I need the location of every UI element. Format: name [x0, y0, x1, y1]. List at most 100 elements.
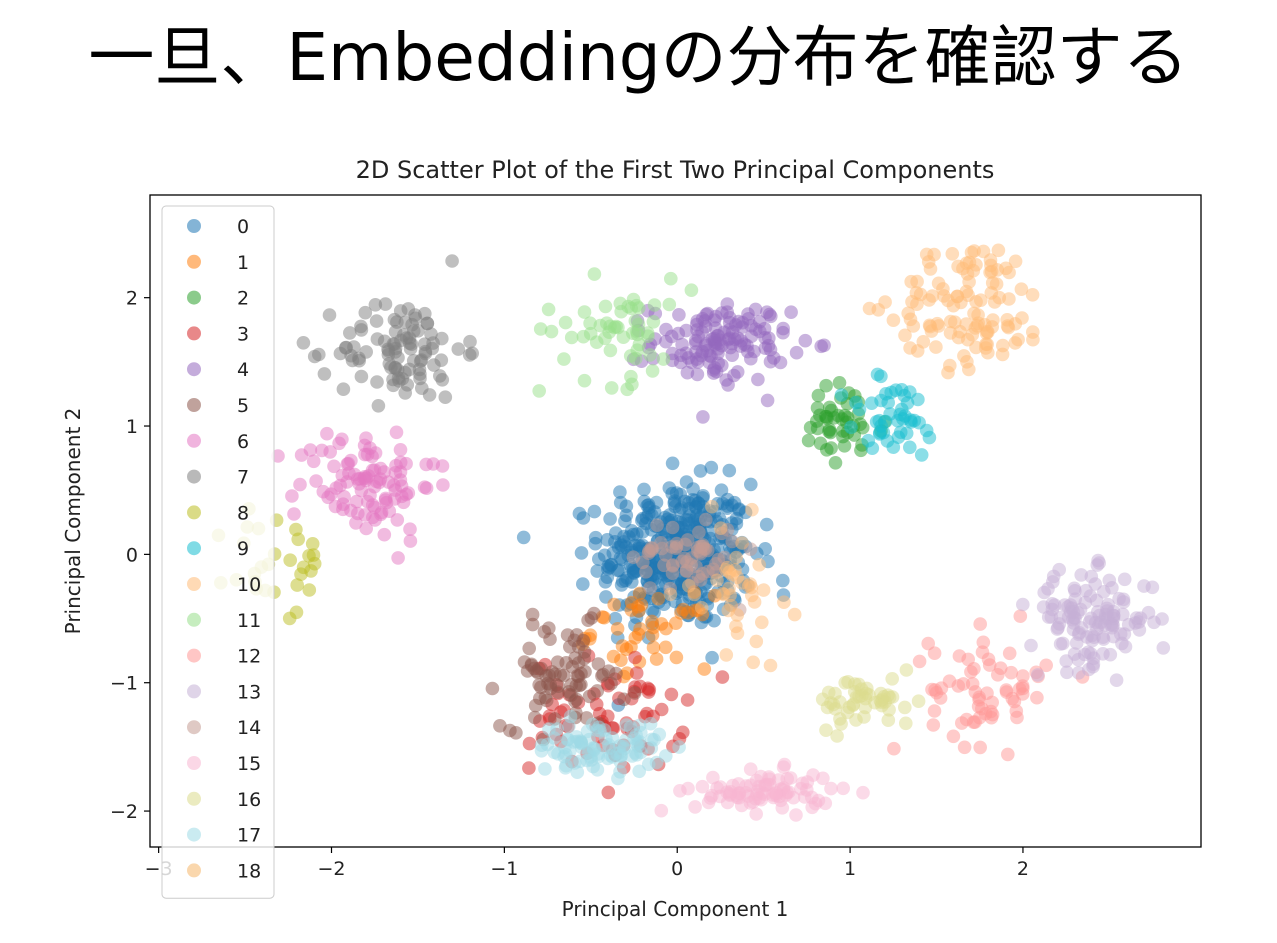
- point: [574, 677, 588, 692]
- point: [294, 567, 308, 581]
- point: [624, 369, 638, 384]
- point: [693, 464, 708, 478]
- legend-marker: [187, 541, 201, 556]
- point: [669, 650, 684, 665]
- legend-marker: [187, 433, 201, 448]
- point: [618, 514, 632, 528]
- point: [900, 396, 915, 410]
- point: [390, 363, 405, 377]
- point: [1096, 632, 1111, 646]
- point: [485, 681, 500, 696]
- point: [1015, 311, 1029, 325]
- point: [643, 716, 658, 731]
- point: [822, 422, 837, 437]
- point: [763, 658, 778, 673]
- point: [377, 334, 392, 349]
- point: [659, 749, 673, 763]
- point: [516, 530, 531, 545]
- point: [743, 762, 758, 776]
- point: [964, 245, 979, 260]
- point: [739, 779, 753, 793]
- point: [390, 513, 405, 527]
- point: [533, 691, 547, 706]
- point: [585, 717, 600, 732]
- point: [493, 719, 507, 733]
- point: [766, 788, 780, 802]
- point: [1008, 254, 1023, 269]
- point: [674, 606, 688, 620]
- point: [607, 597, 621, 612]
- point: [975, 645, 990, 659]
- point: [1060, 665, 1074, 680]
- point: [941, 293, 955, 308]
- point: [654, 702, 669, 717]
- series-9: [834, 367, 937, 462]
- point: [659, 322, 673, 337]
- point: [613, 495, 628, 510]
- point: [760, 305, 774, 320]
- point: [1001, 747, 1015, 762]
- point: [656, 352, 671, 366]
- point: [597, 610, 611, 625]
- point: [816, 771, 830, 786]
- point: [758, 778, 772, 792]
- series-4: [626, 297, 831, 424]
- point: [665, 566, 680, 580]
- point: [349, 494, 364, 509]
- point: [696, 489, 710, 503]
- point: [1044, 610, 1059, 624]
- point: [789, 808, 803, 822]
- point: [283, 553, 298, 567]
- point: [1014, 282, 1029, 297]
- point: [704, 460, 719, 475]
- legend-label: 8: [237, 502, 249, 524]
- x-axis-label: Principal Component 1: [562, 897, 789, 921]
- point: [558, 315, 573, 330]
- point: [629, 728, 643, 742]
- point: [360, 494, 375, 509]
- point: [320, 426, 334, 441]
- legend-marker: [187, 254, 201, 269]
- point: [789, 345, 804, 360]
- plot-frame: [149, 194, 1202, 848]
- point: [810, 401, 825, 415]
- point: [849, 395, 863, 410]
- point: [856, 785, 870, 800]
- point: [637, 482, 651, 497]
- point: [690, 540, 705, 555]
- point: [951, 259, 965, 274]
- point: [665, 520, 680, 535]
- point: [1133, 611, 1148, 625]
- legend-marker: [187, 648, 201, 663]
- point: [744, 477, 758, 492]
- point: [776, 573, 790, 588]
- point: [601, 785, 616, 800]
- legend-marker: [187, 684, 201, 699]
- point: [646, 640, 661, 655]
- point: [922, 318, 937, 333]
- point: [1097, 585, 1111, 599]
- point: [359, 521, 374, 536]
- slide-title: 一旦、Embeddingの分布を確認する: [88, 19, 1189, 96]
- legend-label: 10: [237, 574, 261, 596]
- point: [680, 693, 695, 707]
- legend-marker: [187, 505, 201, 520]
- point: [354, 483, 369, 498]
- point: [755, 615, 769, 630]
- point: [1156, 641, 1171, 655]
- point: [1012, 682, 1027, 696]
- point: [293, 477, 307, 492]
- legend-label: 14: [237, 717, 261, 739]
- point: [583, 316, 597, 331]
- point: [296, 336, 311, 350]
- point: [619, 540, 633, 554]
- point: [389, 425, 404, 440]
- point: [665, 456, 680, 471]
- point: [1016, 669, 1030, 683]
- point: [752, 558, 766, 572]
- x-tick-label: 0: [671, 858, 683, 880]
- point: [961, 652, 975, 667]
- point: [968, 715, 982, 729]
- point: [777, 595, 791, 609]
